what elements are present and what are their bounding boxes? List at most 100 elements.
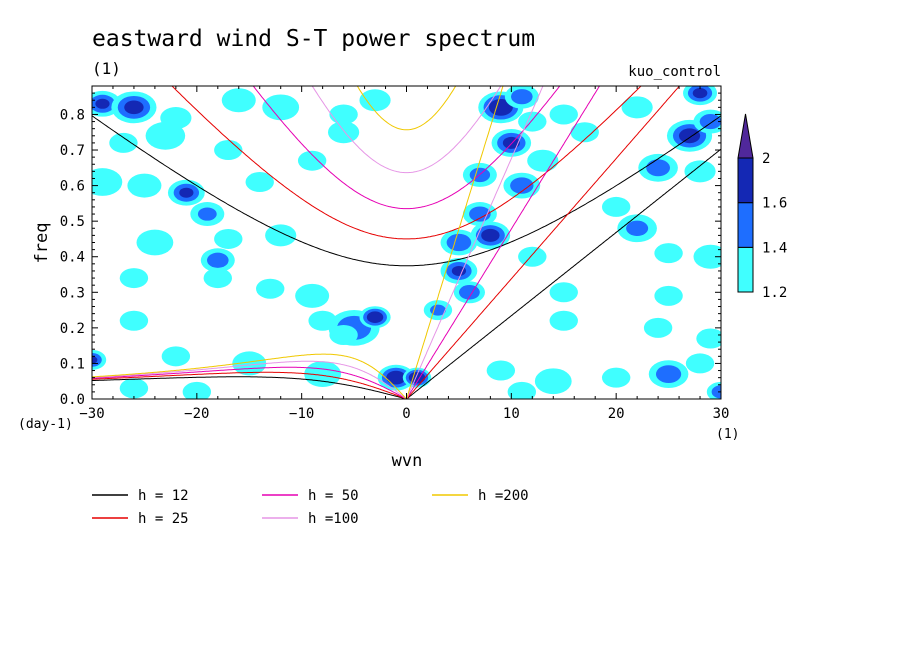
colorbar: 1.2 1.4 1.6 2 [737,113,787,301]
power-blob-45 [440,258,478,284]
power-blob-71-level-0 [685,353,715,374]
power-blob-33-level-0 [136,229,174,256]
power-blob-1 [111,91,157,124]
power-blob-44-level-0 [518,246,547,267]
kelvin-curve-4 [406,86,504,399]
power-blob-31 [684,160,716,183]
power-blob-49 [256,278,285,299]
power-blob-10 [621,96,653,119]
gravity-curve-4 [356,86,457,131]
power-blob-5 [329,104,358,125]
power-blob-23 [167,179,205,206]
legend-item-2: h = 50 [262,488,359,504]
power-blob-65-level-2 [386,370,406,385]
power-blob-13 [145,121,186,150]
power-blob-51-level-0 [295,283,330,308]
power-blob-50 [203,268,232,289]
power-blob-14 [214,140,243,161]
power-blob-69 [601,367,631,388]
power-blob-59 [643,317,673,338]
y-axis: 0.0 0.1 0.2 0.3 0.4 0.5 0.6 0.7 0.8 [60,92,721,408]
power-blob-73-level-0 [182,381,212,399]
power-blob-69-level-0 [601,367,631,388]
power-blob-59-level-0 [643,317,673,338]
legend-label-1: h = 25 [138,511,189,527]
legend-item-4: h =200 [432,488,529,504]
power-blob-37 [119,268,149,289]
power-blob-56-level-0 [329,324,358,345]
power-blob-30-level-1 [646,159,670,177]
power-blob-50-level-0 [203,268,232,289]
kelvin-curve-1 [406,86,681,399]
gravity-curve-3 [311,86,502,174]
rossby-curve-1 [92,371,407,399]
power-blob-70-level-1 [655,365,682,384]
power-blob-46 [453,281,485,304]
power-blob-56 [329,324,358,345]
power-blob-41-level-1 [626,220,649,236]
y-tick-label-5: 0.5 [60,214,85,230]
plot-background [92,86,721,399]
power-blob-67 [486,360,516,381]
power-blob-3 [221,88,256,113]
x-tick-label-3: 0 [402,406,410,422]
power-blob-33 [136,229,174,256]
colorbar-segment-1 [737,202,754,248]
power-blob-72-level-0 [119,378,149,399]
power-blob-37-level-0 [119,268,149,289]
power-blob-26-level-0 [297,150,327,171]
curve-group-4 [92,86,504,399]
power-blob-32-level-0 [601,196,631,217]
power-blob-12 [109,132,138,153]
power-contours [92,86,721,399]
power-blob-32 [601,196,631,217]
power-blob-34-level-0 [214,228,243,249]
power-blob-38 [440,229,478,256]
power-blob-25-level-0 [245,172,274,193]
power-blob-47 [549,282,578,303]
power-blob-57-level-1 [430,304,446,316]
legend-label-4: h =200 [478,488,529,504]
power-blob-55-level-2 [366,311,384,323]
power-blob-20-level-1 [699,113,721,130]
power-blob-58-level-0 [549,310,578,331]
y-tick-label-3: 0.3 [60,285,85,301]
power-blob-71 [685,353,715,374]
colorbar-arrow [737,113,754,159]
curve-group-2 [92,86,601,399]
power-blob-28 [503,172,541,199]
power-blob-52-level-0 [119,310,149,331]
curve-group-0 [92,115,721,399]
y-tick-label-4: 0.4 [60,250,85,266]
power-blob-36-level-1 [207,252,229,268]
power-blob-18-level-0 [570,122,599,143]
power-blob-35-level-0 [265,224,297,247]
power-blob-57 [423,300,453,321]
power-blob-68 [534,368,572,395]
power-blob-25 [245,172,274,193]
power-blob-15 [328,121,360,144]
y-tick-label-8: 0.8 [60,107,85,123]
rossby-curve-2 [92,366,407,399]
colorbar-label-2: 1.6 [762,196,787,212]
curve-group-3 [92,86,544,399]
gravity-curve-0 [92,115,721,267]
power-blob-30 [638,153,678,182]
power-blob-43-level-0 [693,244,721,269]
power-blob-62 [161,346,191,367]
colorbar-label-1: 1.4 [762,240,787,256]
power-blob-0-level-2 [95,98,110,109]
power-blob-1-level-2 [124,100,144,115]
power-blob-9-level-0 [549,104,578,125]
x-tick-label-2: −10 [289,406,314,422]
power-blob-49-level-0 [256,278,285,299]
power-blob-8-level-1 [511,89,533,105]
power-blob-68-level-0 [534,368,572,395]
rossby-curve-3 [92,360,407,399]
power-blob-72 [119,378,149,399]
power-blob-17-level-0 [518,111,547,132]
power-blob-35 [265,224,297,247]
power-blob-75 [706,381,721,399]
power-blob-39 [462,202,497,227]
colorbar-label-3: 2 [762,151,770,167]
